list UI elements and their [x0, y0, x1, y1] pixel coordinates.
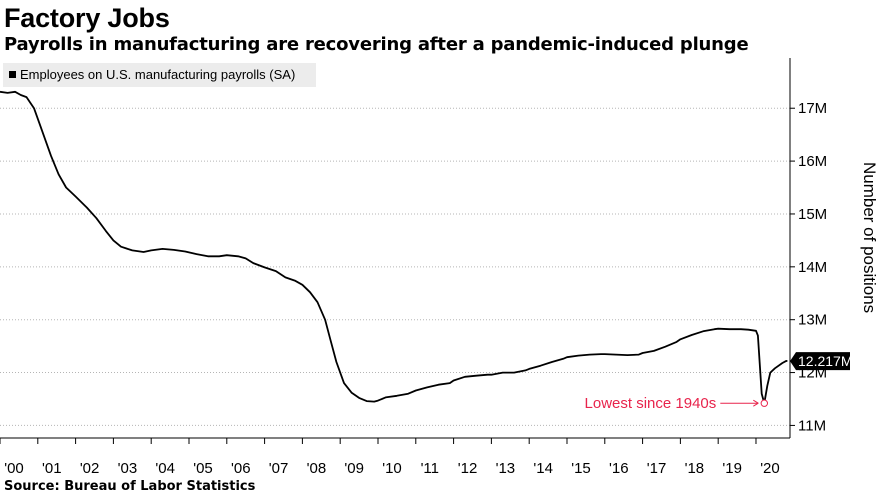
grid-lines: [0, 107, 790, 426]
x-tick-label: '07: [269, 460, 289, 477]
x-tick-label: '09: [344, 460, 364, 477]
y-tick-label: 13M: [798, 312, 827, 329]
annotation-arrow-head: [753, 399, 759, 407]
annotation-layer: Lowest since 1940s: [585, 395, 768, 412]
x-tick-label: '17: [647, 460, 667, 477]
x-tick-label: '20: [760, 460, 780, 477]
x-tick-label: '11: [421, 460, 439, 477]
y-tick-label: 11M: [798, 417, 826, 434]
chart-subtitle: Payrolls in manufacturing are recovering…: [4, 34, 749, 55]
y-tick-label: 16M: [798, 153, 827, 170]
legend-label: Employees on U.S. manufacturing payrolls…: [20, 67, 296, 82]
legend-swatch: [9, 71, 16, 78]
x-tick-label: '08: [307, 460, 327, 477]
x-tick-label: '19: [722, 460, 742, 477]
axes: [0, 58, 791, 439]
x-axis-ticks: '00 '01 '02 '03 '04 '05 '06 '07 '08 '09 '10 '11 '12 '…: [0, 438, 780, 477]
last-value-layer: 12.217M: [790, 352, 852, 371]
x-tick-label: '00: [4, 460, 24, 477]
x-tick-label: '12: [458, 460, 478, 477]
x-tick-label: '01: [42, 460, 62, 477]
x-tick-label: '18: [685, 460, 705, 477]
x-tick-label: '06: [231, 460, 251, 477]
y-axis-label: Number of positions: [860, 162, 879, 313]
x-tick-label: '14: [533, 460, 553, 477]
x-tick-label: '03: [118, 460, 138, 477]
x-tick-label: '13: [496, 460, 516, 477]
x-tick-label: '16: [609, 460, 629, 477]
last-value-box: [790, 352, 850, 371]
y-tick-label: 17M: [798, 100, 827, 117]
annotation-label: Lowest since 1940s: [585, 395, 717, 412]
chart-title: Factory Jobs: [4, 3, 170, 33]
annotation-marker: [760, 399, 768, 407]
y-tick-label: 15M: [798, 206, 827, 223]
x-tick-label: '04: [155, 460, 175, 477]
legend: Employees on U.S. manufacturing payrolls…: [3, 63, 316, 87]
x-tick-label: '05: [193, 460, 213, 477]
series-line: [0, 90, 788, 405]
x-tick-label: '10: [382, 460, 402, 477]
x-tick-label: '15: [571, 460, 591, 477]
source-note: Source: Bureau of Labor Statistics: [4, 479, 256, 494]
x-tick-label: '02: [80, 460, 100, 477]
last-value-label: 12.217M: [798, 353, 852, 369]
series-layer: [0, 90, 788, 405]
y-tick-label: 14M: [798, 259, 827, 276]
